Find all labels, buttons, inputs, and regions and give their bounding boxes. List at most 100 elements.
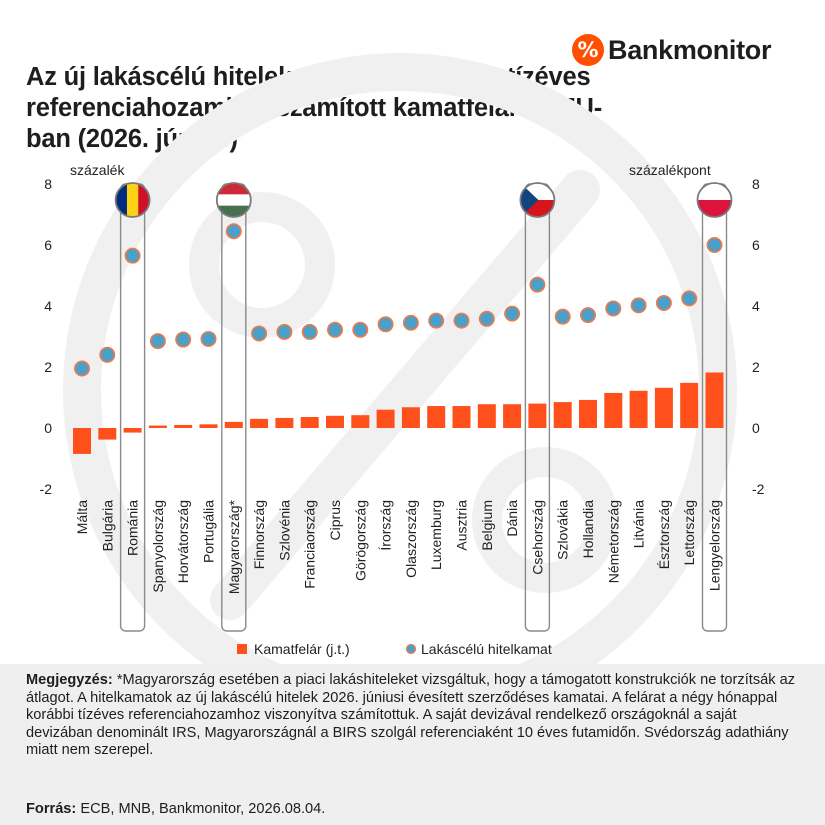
x-tick-label: Olaszország xyxy=(403,500,419,578)
y-tick-left: 0 xyxy=(44,420,52,436)
bar xyxy=(427,406,446,428)
bar xyxy=(300,417,319,428)
data-point xyxy=(529,276,546,293)
legend-dot-label: Lakáscélú hitelkamat xyxy=(421,641,552,657)
bar xyxy=(224,421,243,428)
x-tick-label: Luxemburg xyxy=(428,500,444,570)
y-tick-right: 4 xyxy=(752,298,760,314)
data-point xyxy=(74,360,91,377)
bar xyxy=(250,418,269,428)
source-value: ECB, MNB, Bankmonitor, 2026.08.04. xyxy=(80,801,326,817)
legend-bar-swatch xyxy=(237,644,247,654)
bankmonitor-logo-icon: % xyxy=(572,34,604,66)
bar xyxy=(477,404,496,428)
y-tick-right: 6 xyxy=(752,237,760,253)
notes-panel: Megjegyzés: *Magyarország esetében a pia… xyxy=(0,664,825,825)
data-point xyxy=(225,223,242,240)
y-tick-right: 8 xyxy=(752,176,760,192)
x-tick-label: Ciprus xyxy=(327,500,343,540)
romania-flag-icon xyxy=(115,183,150,217)
data-point xyxy=(149,333,166,350)
x-tick-label: Belgium xyxy=(479,500,495,551)
y-tick-left: -2 xyxy=(40,481,53,497)
x-tick-label: Litvánia xyxy=(631,500,647,548)
bar xyxy=(401,407,420,428)
bar xyxy=(579,399,597,428)
legend: Kamatfelár (j.t.) Lakáscélú hitelkamat xyxy=(237,641,552,657)
brand-name: Bankmonitor xyxy=(608,34,772,65)
poland-flag-icon xyxy=(697,183,732,217)
x-tick-label: Hollandia xyxy=(580,500,596,559)
left-axis-label: százalék xyxy=(70,162,125,178)
x-tick-label: Finnország xyxy=(251,500,267,569)
x-tick-label: Szlovénia xyxy=(276,500,292,561)
data-point xyxy=(504,305,521,322)
flag-border xyxy=(696,182,733,218)
bar xyxy=(452,406,471,428)
bar xyxy=(528,403,547,428)
data-point xyxy=(175,331,192,348)
data-point xyxy=(251,325,268,342)
bar xyxy=(654,387,673,428)
bar xyxy=(123,428,142,433)
bar xyxy=(503,404,522,428)
bar xyxy=(275,417,294,428)
right-axis-label: százalékpont xyxy=(629,162,711,178)
x-tick-label: Spanyolország xyxy=(150,500,166,593)
data-point xyxy=(478,310,495,327)
bar xyxy=(174,424,193,428)
chart: százalék százalékpont -2 -2 0 0 2 2 4 4 6 6 8 8 Mál… xyxy=(40,53,765,664)
x-tick-label: Csehország xyxy=(529,500,545,575)
x-tick-label: Írország xyxy=(378,500,394,551)
source-label: Forrás: xyxy=(26,801,77,817)
hungary-flag-icon xyxy=(216,183,251,217)
note-text: *Magyarország esetében a piaci lakáshite… xyxy=(26,672,795,759)
bar xyxy=(604,392,623,428)
bar xyxy=(98,428,117,440)
data-point xyxy=(301,323,318,340)
data-point xyxy=(99,346,116,363)
x-tick-label: Szlovákia xyxy=(555,500,571,560)
data-point xyxy=(402,314,419,331)
flag-border xyxy=(519,182,556,218)
x-tick-label: Németország xyxy=(605,500,621,583)
bar xyxy=(148,425,167,428)
x-tick-label: Franciaország xyxy=(302,500,318,589)
x-tick-label: Magyarország* xyxy=(226,499,242,594)
bar xyxy=(199,424,218,428)
brand: % Bankmonitor xyxy=(572,32,772,68)
y-tick-left: 8 xyxy=(44,176,52,192)
x-tick-label: Portugália xyxy=(201,500,217,563)
x-tick-label: Ausztria xyxy=(454,500,470,551)
flag-border xyxy=(114,182,151,218)
data-point xyxy=(326,321,343,338)
x-tick-label: Görögország xyxy=(352,500,368,581)
data-point xyxy=(655,294,672,311)
bar xyxy=(376,409,395,428)
x-tick-label: Lettország xyxy=(681,500,697,565)
x-tick-label: Horvátország xyxy=(175,500,191,583)
legend-dot-swatch xyxy=(405,643,417,655)
bar xyxy=(680,382,699,428)
data-point xyxy=(554,308,571,325)
bar xyxy=(553,402,572,428)
y-tick-left: 4 xyxy=(44,298,52,314)
note: Megjegyzés: *Magyarország esetében a pia… xyxy=(26,672,798,760)
flag-border xyxy=(215,182,252,218)
data-point xyxy=(605,300,622,317)
y-tick-right: 2 xyxy=(752,359,760,375)
y-tick-right: -2 xyxy=(752,481,765,497)
data-point xyxy=(706,237,723,254)
x-tick-label: Románia xyxy=(125,500,141,556)
bar xyxy=(351,415,370,428)
data-point xyxy=(630,297,647,314)
bar xyxy=(326,415,344,428)
source: Forrás: ECB, MNB, Bankmonitor, 2026.08.0… xyxy=(26,801,325,817)
y-tick-right: 0 xyxy=(752,420,760,436)
data-point xyxy=(428,312,445,329)
data-point xyxy=(453,312,470,329)
data-point xyxy=(377,316,394,333)
data-point xyxy=(681,290,698,307)
legend-bar-label: Kamatfelár (j.t.) xyxy=(254,641,350,657)
